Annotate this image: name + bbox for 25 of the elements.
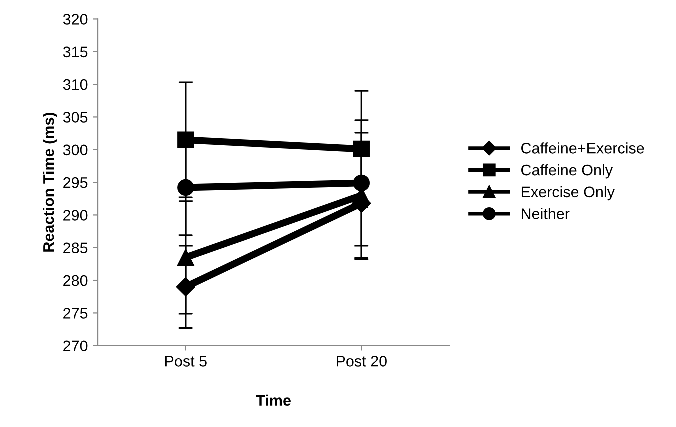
x-axis-title: Time bbox=[256, 394, 291, 406]
y-tick-label: 290 bbox=[64, 210, 88, 221]
y-tick-label: 280 bbox=[64, 275, 88, 286]
y-tick-label: 320 bbox=[63, 14, 88, 25]
y-tick-label: 300 bbox=[63, 144, 88, 156]
y-axis-title: Reaction Time (ms) bbox=[43, 112, 58, 252]
point bbox=[178, 179, 194, 196]
legend-label: Exercise Only bbox=[522, 186, 615, 201]
y-tick-label: 285 bbox=[64, 242, 88, 254]
point bbox=[178, 249, 194, 266]
legend-label: Neither bbox=[522, 208, 570, 220]
legend-label: Caffeine Only bbox=[522, 164, 614, 179]
y-tick-label: 295 bbox=[64, 177, 88, 188]
y-tick-label: 275 bbox=[64, 308, 88, 319]
x-tick-label: Post 5 bbox=[166, 356, 207, 367]
y-tick-label: 310 bbox=[63, 79, 88, 90]
y-tick-label: 315 bbox=[63, 46, 88, 58]
legend-label: Caffeine+Exercise bbox=[522, 142, 644, 154]
point bbox=[176, 278, 196, 297]
point bbox=[178, 132, 194, 148]
x-tick-label: Post 20 bbox=[337, 356, 387, 367]
y-tick-label: 305 bbox=[63, 112, 88, 123]
point bbox=[353, 140, 370, 158]
point bbox=[353, 174, 370, 192]
y-tick-label: 270 bbox=[64, 340, 88, 352]
